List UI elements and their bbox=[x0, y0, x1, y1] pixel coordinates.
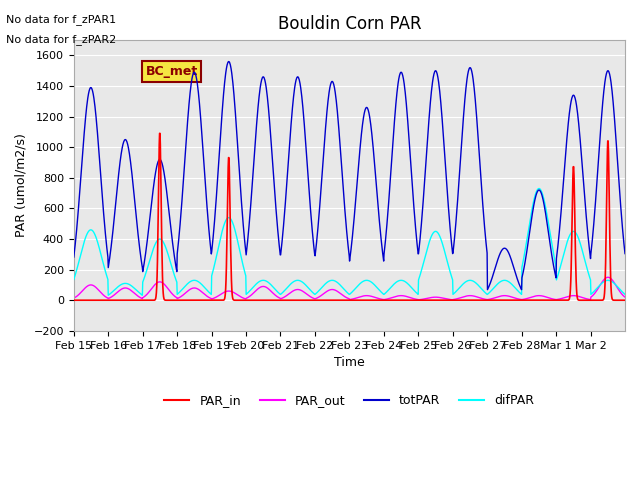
Text: No data for f_zPAR2: No data for f_zPAR2 bbox=[6, 34, 116, 45]
Y-axis label: PAR (umol/m2/s): PAR (umol/m2/s) bbox=[15, 133, 28, 238]
X-axis label: Time: Time bbox=[334, 356, 365, 369]
Text: No data for f_zPAR1: No data for f_zPAR1 bbox=[6, 14, 116, 25]
Title: Bouldin Corn PAR: Bouldin Corn PAR bbox=[278, 15, 421, 33]
Legend: PAR_in, PAR_out, totPAR, difPAR: PAR_in, PAR_out, totPAR, difPAR bbox=[159, 389, 540, 412]
Text: BC_met: BC_met bbox=[145, 65, 198, 78]
